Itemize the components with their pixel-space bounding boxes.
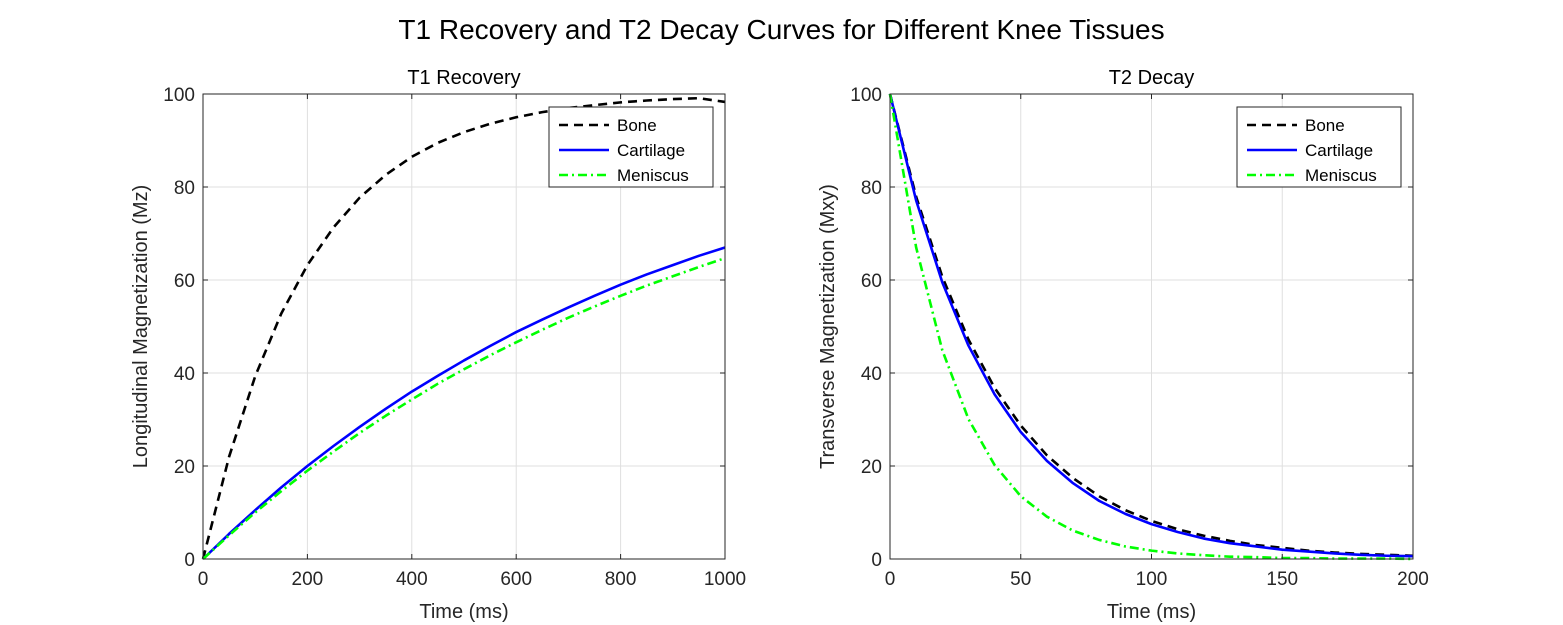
series-line-cartilage: [888, 93, 1414, 558]
x-axis-label: Time (ms): [1107, 601, 1196, 623]
legend-label-cartilage: Cartilage: [617, 141, 685, 160]
x-tick-label: 200: [1397, 569, 1429, 590]
legend-label-meniscus: Meniscus: [617, 166, 689, 185]
x-tick-label: 600: [500, 569, 532, 590]
axes-box: [202, 93, 726, 560]
axes-t1: 0 200 400 600 800 1000 0 20 40 60 80 100 T1 Recovery…: [130, 67, 746, 623]
y-tick-label: 0: [184, 550, 195, 571]
series-line-meniscus: [888, 93, 1414, 561]
x-tick-label: 200: [292, 569, 324, 590]
y-tick-label: 80: [174, 178, 195, 199]
y-axis-label: Longitudinal Magnetization (Mz): [130, 185, 152, 469]
y-tick-label: 60: [861, 271, 882, 292]
y-axis-label: Transverse Magnetization (Mxy): [817, 184, 839, 469]
y-tick-label: 60: [174, 271, 195, 292]
y-tick-label: 100: [850, 85, 882, 106]
x-tick-label: 150: [1266, 569, 1298, 590]
legend-box: [548, 106, 714, 188]
axes-title: T2 Decay: [1109, 67, 1195, 89]
legend-label-bone: Bone: [617, 116, 657, 135]
axes-title: T1 Recovery: [407, 67, 520, 89]
x-tick-label: 0: [198, 569, 209, 590]
series-line-bone: [888, 93, 1414, 558]
y-tick-label: 40: [861, 364, 882, 385]
legend: Bone Cartilage Meniscus: [1236, 106, 1402, 188]
y-tick-label: 40: [174, 364, 195, 385]
y-tick-label: 80: [861, 178, 882, 199]
x-tick-label: 400: [396, 569, 428, 590]
x-tick-label: 1000: [704, 569, 746, 590]
y-tick-label: 20: [174, 457, 195, 478]
legend-label-cartilage: Cartilage: [1305, 141, 1373, 160]
series-line-bone: [201, 96, 726, 560]
y-tick-label: 20: [861, 457, 882, 478]
y-tick-label: 100: [163, 85, 195, 106]
x-tick-label: 50: [1010, 569, 1031, 590]
x-tick-label: 0: [885, 569, 896, 590]
figure-title: T1 Recovery and T2 Decay Curves for Diff…: [398, 14, 1165, 45]
legend-label-meniscus: Meniscus: [1305, 166, 1377, 185]
x-axis-label: Time (ms): [419, 601, 508, 623]
x-tick-label: 100: [1136, 569, 1168, 590]
series-line-meniscus: [202, 256, 726, 560]
y-tick-label: 0: [871, 550, 882, 571]
legend-box: [1236, 106, 1402, 188]
series-line-cartilage: [202, 246, 726, 560]
legend: Bone Cartilage Meniscus: [548, 106, 714, 188]
legend-label-bone: Bone: [1305, 116, 1345, 135]
axes-t2: 0 50 100 150 200 0 20 40 60 80 100 T2 Decay Time (ms…: [817, 67, 1429, 623]
x-tick-label: 800: [605, 569, 637, 590]
